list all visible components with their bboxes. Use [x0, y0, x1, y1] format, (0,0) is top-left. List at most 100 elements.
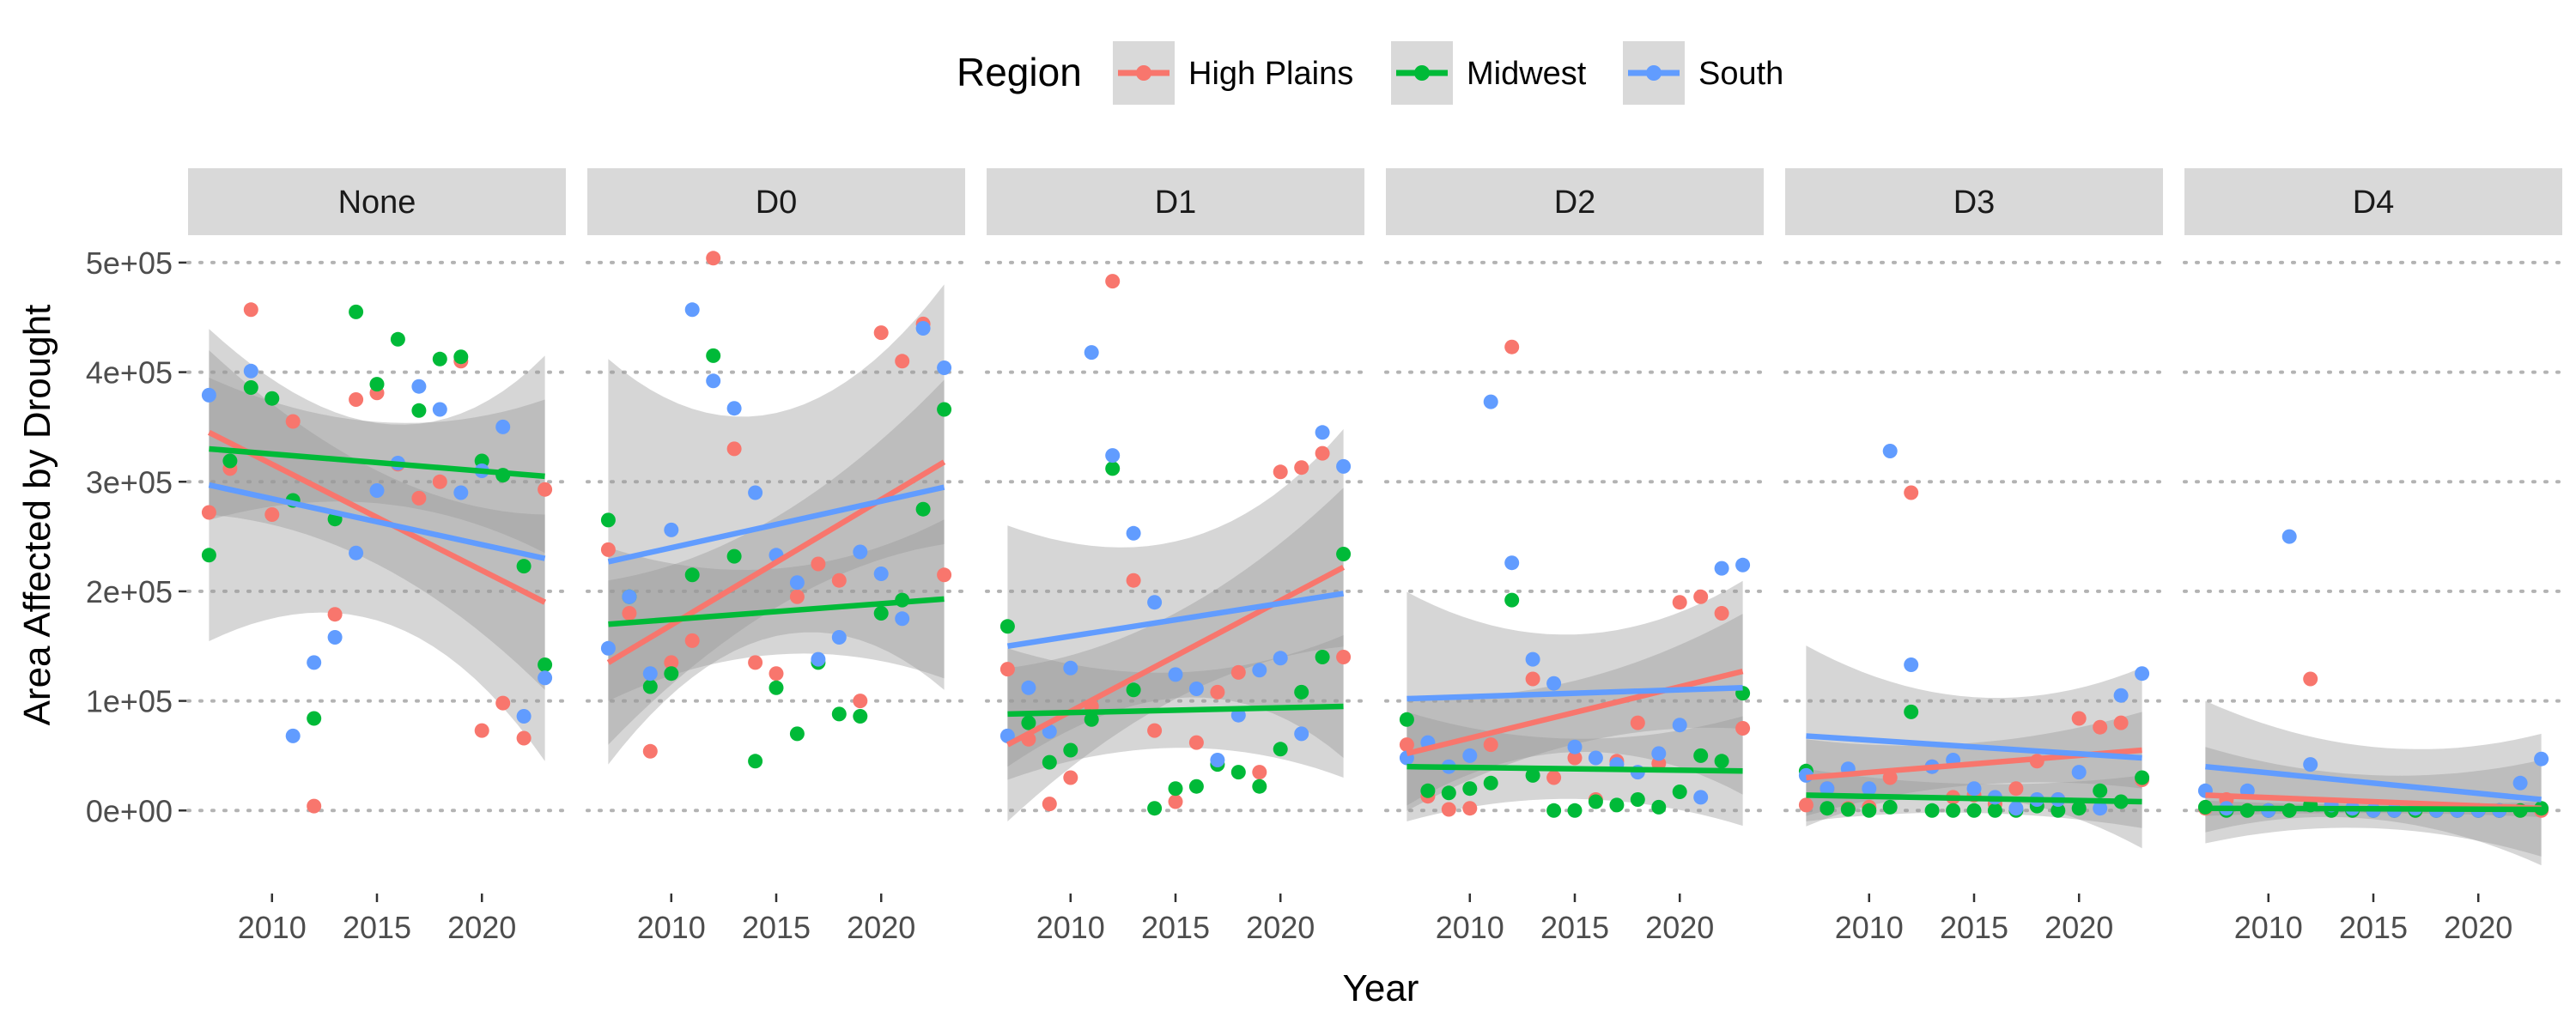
x-tick-label: 2020 [2044, 910, 2113, 945]
point-south [495, 419, 511, 434]
point-south [873, 566, 889, 581]
legend-label-midwest: Midwest [1467, 56, 1587, 92]
point-south [453, 485, 469, 500]
panel-d0: D0 2010 2015 2020 [586, 168, 967, 945]
panel-d3: D3 2010 2015 2020 [1783, 168, 2165, 945]
point-south [1063, 660, 1078, 676]
point-midwest [1546, 803, 1562, 818]
point-midwest [243, 380, 258, 395]
point-high-plains [1462, 801, 1478, 816]
point-midwest [222, 453, 238, 469]
point-high-plains [411, 490, 427, 506]
x-tick-label: 2010 [637, 910, 706, 945]
point-south [1210, 753, 1225, 767]
facet-label: D0 [756, 185, 798, 221]
facet-strip [1386, 168, 1764, 235]
trend-line-south [1406, 685, 1743, 702]
legend-dot-midwest [1414, 65, 1430, 81]
point-south [285, 728, 301, 743]
x-tick-label: 2010 [238, 910, 307, 945]
point-midwest [915, 501, 931, 517]
point-midwest [1904, 704, 1919, 719]
trend-line-midwest [1007, 703, 1344, 718]
point-midwest [1273, 742, 1288, 757]
point-high-plains [937, 567, 952, 583]
point-midwest [664, 666, 679, 682]
chart-panels: 0e+00 1e+05 2e+05 3e+05 4e+05 5e+05 None 2010 20… [86, 168, 2564, 945]
facet-strip [188, 168, 566, 235]
point-midwest [684, 567, 700, 583]
x-tick-label: 2020 [847, 910, 915, 945]
point-high-plains [706, 251, 721, 266]
point-high-plains [474, 723, 489, 738]
facet-label: None [338, 185, 416, 221]
point-south [327, 630, 343, 645]
point-midwest [1336, 547, 1352, 561]
point-south [789, 575, 805, 591]
point-midwest [1504, 592, 1520, 608]
facet-label: D2 [1554, 185, 1596, 221]
point-high-plains [895, 354, 910, 369]
point-high-plains [1273, 464, 1288, 480]
point-midwest [1840, 802, 1856, 817]
point-midwest [516, 559, 532, 574]
point-midwest [538, 657, 553, 672]
point-high-plains [1630, 715, 1645, 730]
point-south [432, 402, 447, 417]
point-midwest [1021, 715, 1036, 730]
point-high-plains [2303, 671, 2318, 687]
point-midwest [999, 619, 1015, 634]
point-south [684, 302, 700, 318]
point-midwest [264, 391, 280, 406]
point-south [349, 545, 364, 560]
point-midwest [1126, 682, 1141, 698]
point-midwest [453, 349, 469, 365]
x-tick-label: 2015 [1141, 910, 1210, 945]
point-midwest [873, 606, 889, 621]
x-tick-label: 2015 [742, 910, 811, 945]
point-high-plains [1105, 274, 1121, 289]
point-south [1188, 682, 1204, 696]
x-tick-label: 2020 [2444, 910, 2512, 945]
point-midwest [789, 726, 805, 742]
point-high-plains [789, 589, 805, 604]
point-south [1105, 448, 1121, 464]
point-south [622, 589, 637, 604]
point-high-plains [1483, 737, 1498, 753]
point-south [1168, 667, 1183, 682]
x-tick-label: 2015 [1940, 910, 2008, 945]
x-tick-label: 2015 [2339, 910, 2408, 945]
point-south [2534, 751, 2549, 766]
point-south [726, 401, 742, 416]
point-high-plains [285, 414, 301, 429]
point-south [1021, 680, 1036, 695]
point-high-plains [516, 730, 532, 746]
y-tick-label: 5e+05 [86, 245, 173, 281]
point-high-plains [1188, 735, 1204, 750]
point-high-plains [726, 441, 742, 457]
point-high-plains [748, 655, 763, 670]
point-midwest [1525, 767, 1540, 783]
point-midwest [748, 754, 763, 769]
point-south [1693, 790, 1709, 805]
point-south [1820, 781, 1835, 797]
point-midwest [1820, 801, 1835, 816]
trend-line-south [1006, 591, 1345, 649]
point-midwest [1483, 775, 1498, 791]
trend-line-midwest [209, 445, 545, 480]
legend-label-high-plains: High Plains [1188, 56, 1353, 92]
point-midwest [1063, 742, 1078, 758]
point-high-plains [1904, 485, 1919, 500]
point-south [1504, 555, 1520, 571]
panel-d1: D1 2010 2015 2020 [985, 168, 1366, 945]
point-midwest [1315, 650, 1330, 664]
point-high-plains [853, 694, 868, 709]
point-south [895, 611, 910, 627]
point-high-plains [1230, 664, 1246, 680]
point-high-plains [1315, 445, 1330, 461]
panel-body [201, 302, 553, 814]
point-midwest [853, 709, 868, 724]
point-high-plains [349, 392, 364, 407]
x-tick-label: 2010 [2234, 910, 2303, 945]
point-high-plains [2008, 781, 2024, 797]
